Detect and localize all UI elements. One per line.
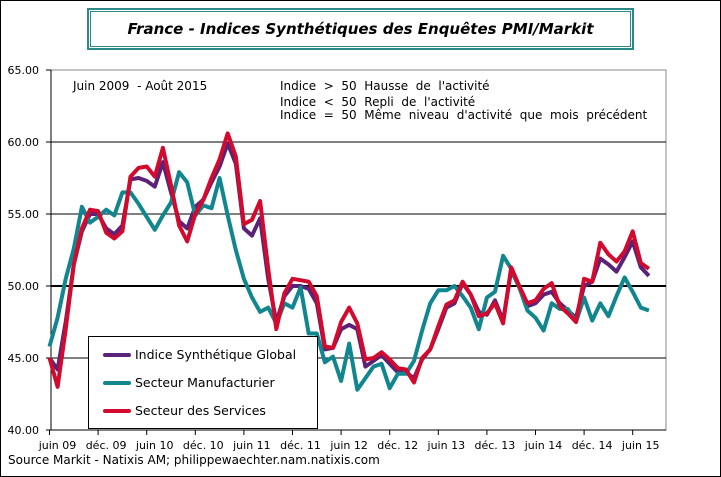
legend-item-manufacturing: Secteur Manufacturier bbox=[103, 375, 275, 390]
legend: Indice Synthétique Global Secteur Manufa… bbox=[88, 336, 318, 429]
y-tick-label: 45.00 bbox=[8, 352, 40, 365]
y-tick-label: 65.00 bbox=[8, 64, 40, 77]
legend-label-manufacturing: Secteur Manufacturier bbox=[135, 375, 275, 390]
legend-label-services: Secteur des Services bbox=[135, 403, 266, 418]
x-tick-label: déc. 10 bbox=[183, 439, 224, 452]
period-annotation: Juin 2009 - Août 2015 bbox=[72, 79, 207, 93]
index-note: Indice > 50 Hausse de l'activité bbox=[280, 79, 490, 93]
series-line-services bbox=[47, 131, 651, 389]
y-tick-label: 60.00 bbox=[8, 136, 40, 149]
x-tick-label: juin 12 bbox=[329, 439, 368, 452]
x-tick-label: juin 14 bbox=[524, 439, 563, 452]
y-tick-label: 40.00 bbox=[8, 424, 40, 437]
x-tick-label: juin 09 bbox=[38, 439, 77, 452]
legend-swatch-manufacturing bbox=[103, 380, 131, 385]
chart-title: France - Indices Synthétiques des Enquêt… bbox=[87, 8, 634, 50]
index-note: Indice = 50 Même niveau d'activité que m… bbox=[280, 108, 648, 122]
series-line-manufacturing bbox=[47, 170, 650, 392]
series-line-global bbox=[47, 141, 651, 381]
x-tick-label: juin 11 bbox=[232, 439, 271, 452]
x-tick-label: déc. 14 bbox=[572, 439, 613, 452]
legend-label-global: Indice Synthétique Global bbox=[135, 347, 297, 362]
x-tick-label: déc. 12 bbox=[377, 439, 418, 452]
y-tick-label: 55.00 bbox=[8, 208, 40, 221]
x-tick-label: déc. 13 bbox=[475, 439, 516, 452]
legend-item-services: Secteur des Services bbox=[103, 403, 266, 418]
x-tick-label: juin 15 bbox=[621, 439, 660, 452]
legend-item-global: Indice Synthétique Global bbox=[103, 347, 296, 362]
x-tick-label: juin 10 bbox=[135, 439, 174, 452]
x-tick-label: juin 13 bbox=[427, 439, 466, 452]
x-tick-label: déc. 09 bbox=[86, 439, 127, 452]
legend-swatch-services bbox=[103, 408, 131, 413]
index-note: Indice < 50 Repli de l'activité bbox=[280, 95, 475, 109]
y-tick-label: 50.00 bbox=[8, 280, 40, 293]
legend-swatch-global bbox=[103, 352, 131, 357]
source-note: Source Markit - Natixis AM; philippewaec… bbox=[8, 453, 380, 467]
x-tick-label: déc. 11 bbox=[280, 439, 321, 452]
